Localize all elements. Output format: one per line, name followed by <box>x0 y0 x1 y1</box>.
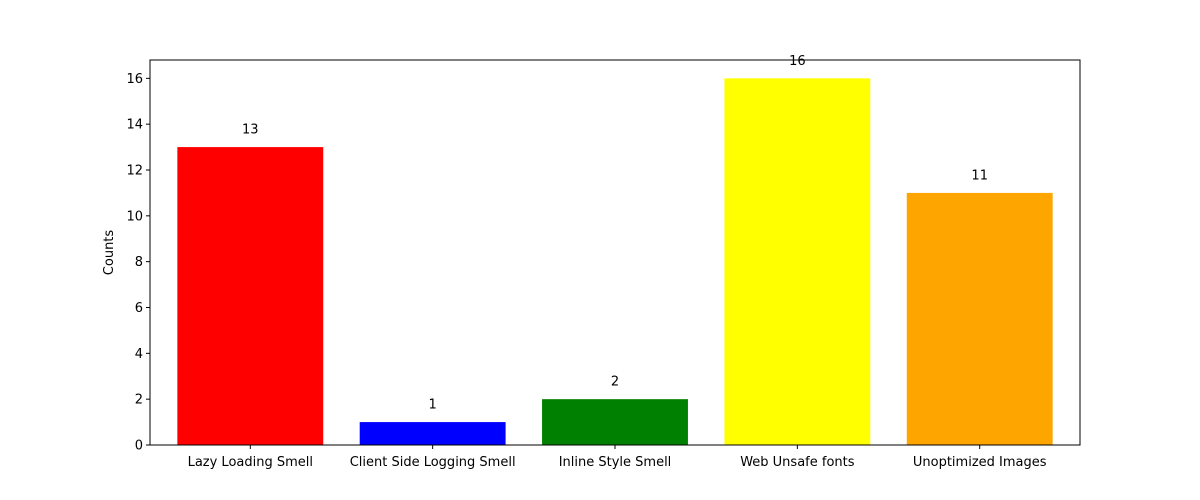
data-label-1: 1 <box>429 398 437 413</box>
data-label-0: 13 <box>242 123 259 138</box>
bars-group <box>177 78 1053 446</box>
data-labels-group: 13 1 2 16 11 <box>242 54 988 413</box>
y-tick-label-1: 2 <box>135 393 143 408</box>
bar-0 <box>177 147 324 446</box>
x-axis: Lazy Loading Smell Client Side Logging Sm… <box>188 445 1047 470</box>
y-tick-label-0: 0 <box>135 439 143 454</box>
y-tick-label-2: 4 <box>135 347 143 362</box>
y-tick-label-8: 16 <box>126 72 143 87</box>
y-tick-label-7: 14 <box>126 118 143 133</box>
bar-3 <box>724 78 871 445</box>
data-label-2: 2 <box>611 375 619 390</box>
y-tick-label-4: 8 <box>135 255 143 270</box>
bar-1 <box>359 422 506 445</box>
bar-4 <box>906 192 1053 445</box>
x-tick-label-1: Client Side Logging Smell <box>350 455 516 470</box>
plot-frame <box>149 59 1081 446</box>
bar-2 <box>542 399 688 445</box>
x-tick-label-4: Unoptimized Images <box>913 455 1047 470</box>
y-axis: 0 2 4 6 8 10 12 14 16 <box>126 72 150 454</box>
data-label-3: 16 <box>789 54 806 69</box>
y-axis-label: Counts <box>102 230 117 276</box>
x-tick-label-3: Web Unsafe fonts <box>740 455 855 470</box>
x-tick-label-2: Inline Style Smell <box>559 455 672 470</box>
y-tick-label-6: 12 <box>126 164 143 179</box>
data-label-4: 11 <box>971 168 988 183</box>
x-tick-label-0: Lazy Loading Smell <box>188 455 313 470</box>
y-tick-label-5: 10 <box>126 209 143 224</box>
y-tick-label-3: 6 <box>135 301 143 316</box>
